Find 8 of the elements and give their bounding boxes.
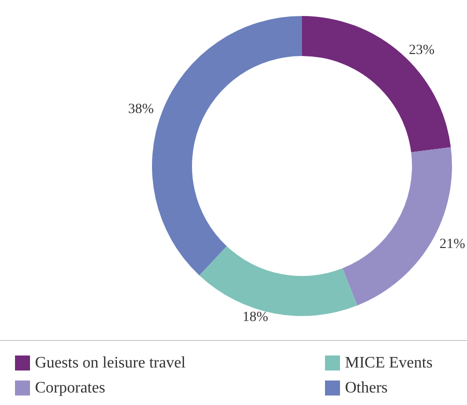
data-label: 23% — [408, 42, 435, 58]
data-label: 21% — [440, 236, 466, 252]
legend-label: Guests on leisure travel — [35, 354, 186, 372]
legend-label: Others — [345, 380, 388, 396]
data-label: 18% — [242, 310, 268, 325]
legend-label: MICE Events — [345, 354, 433, 372]
data-label: 38% — [128, 102, 154, 117]
legend-label: Corporates — [35, 380, 106, 396]
